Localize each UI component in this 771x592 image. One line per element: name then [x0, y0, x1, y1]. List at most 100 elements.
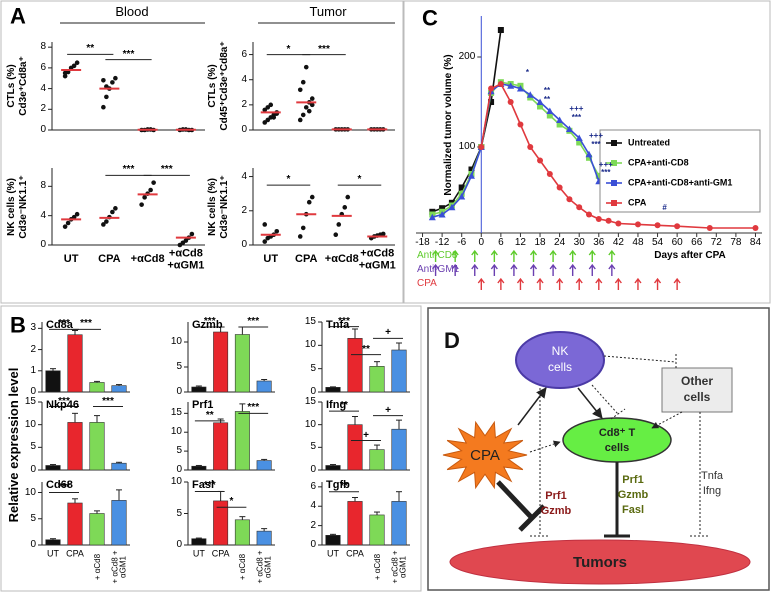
bar [191, 538, 207, 546]
y-tick-label: 6 [40, 61, 46, 73]
x-tick-label: + αCd8 + αGM1 [390, 550, 408, 584]
treatment-arrow [432, 249, 440, 262]
point [586, 211, 592, 218]
node-label: NK [552, 344, 569, 358]
point [297, 87, 303, 93]
x-tick-label: UT [263, 253, 279, 266]
y-tick-label: 5 [176, 444, 182, 456]
sig-label: ** [362, 343, 370, 355]
nk-node [515, 331, 605, 389]
sig-label: *** [122, 164, 135, 176]
y-axis-label: CTLs (%) [206, 64, 218, 108]
point [595, 172, 602, 179]
x-tick-label: 30 [573, 236, 585, 248]
node-label: cells [548, 360, 572, 374]
treatment-arrow [529, 249, 538, 262]
legend-marker [611, 180, 617, 186]
y-tick-label: 10 [304, 339, 316, 351]
bar [191, 465, 207, 471]
diagram [449, 331, 751, 585]
y-axis-label: Cd3e⁺Cd8a⁺ [17, 56, 29, 116]
bar [111, 500, 127, 546]
sig-label: *** [247, 315, 260, 327]
x-tick-label: UT [327, 548, 339, 559]
treatment-arrow [471, 249, 479, 262]
point [104, 219, 109, 224]
series-line [480, 82, 756, 229]
sig-label: ** [205, 409, 214, 421]
x-tick-label: 42 [612, 236, 624, 248]
treatment-arrow [451, 263, 459, 276]
point [605, 217, 612, 224]
x-tick-label: 0 [478, 236, 485, 248]
point [488, 85, 495, 92]
other-node [661, 367, 733, 413]
y-tick-label: 4 [241, 73, 247, 85]
bar [213, 331, 229, 393]
annotation: +++ [588, 130, 604, 140]
point [706, 225, 713, 231]
point [268, 102, 274, 108]
point [189, 231, 195, 237]
sig-label: ** [340, 399, 348, 411]
effector-label: Fasl [622, 504, 644, 516]
y-tick-label: 5 [176, 507, 182, 519]
inhibit [604, 462, 630, 538]
sig-label: *** [318, 43, 330, 55]
point [517, 121, 524, 128]
legend-box [599, 129, 761, 213]
y-tick-label: 4 [310, 499, 316, 511]
bar [391, 349, 407, 393]
node-label: cells [605, 442, 629, 454]
point [634, 221, 641, 228]
y-tick-label: 2 [30, 343, 36, 355]
y-tick-label: 0 [176, 385, 182, 397]
x-tick-label: 60 [671, 236, 683, 248]
x-tick-label: + αCd8 [238, 553, 248, 581]
sig-label: + [363, 429, 369, 441]
bar [111, 385, 127, 393]
sig-label: + [385, 327, 391, 339]
bar [391, 428, 407, 471]
point [752, 225, 759, 231]
point [497, 27, 504, 33]
point [566, 196, 573, 203]
legend-label: Untreated [628, 137, 671, 148]
chart-title: Nkp46 [46, 399, 80, 412]
point [110, 209, 115, 215]
annotation: +++ [598, 159, 613, 169]
treatment-arrow [549, 249, 557, 262]
y-axis-label: NK cells (%) [206, 177, 218, 236]
bar [347, 501, 363, 546]
effector-label: Tnfa [701, 470, 724, 482]
treatment-arrow [510, 249, 518, 262]
treatment-arrow [549, 263, 557, 276]
sig-label: *** [80, 318, 92, 330]
point [536, 98, 544, 105]
point [586, 154, 592, 161]
sig-label: *** [58, 395, 70, 407]
y-tick-label: 5 [310, 441, 316, 453]
bar [67, 334, 83, 393]
treatment-arrow [477, 277, 485, 290]
y-axis-label: Cd3e⁻NK1.1⁺ [17, 174, 29, 239]
y-tick-label: 0 [310, 463, 316, 475]
sig-label: * [286, 43, 291, 55]
annotation: ** [543, 85, 551, 95]
effector-label: Prf1 [545, 490, 566, 502]
arrow [651, 411, 683, 429]
y-tick-label: 10 [24, 418, 36, 430]
treatment-arrow [432, 263, 440, 276]
y-tick-label: 0 [176, 538, 182, 550]
point [380, 231, 386, 237]
node-label: Tumors [573, 554, 627, 571]
y-tick-label: 0 [40, 238, 46, 250]
point [113, 206, 118, 211]
panel-label: B [10, 312, 26, 338]
y-tick-label: 10 [304, 418, 316, 430]
y-tick-label: 2 [310, 519, 316, 531]
y-tick-label: 10 [24, 486, 36, 498]
annotation: *** [591, 139, 601, 149]
point [62, 70, 68, 76]
